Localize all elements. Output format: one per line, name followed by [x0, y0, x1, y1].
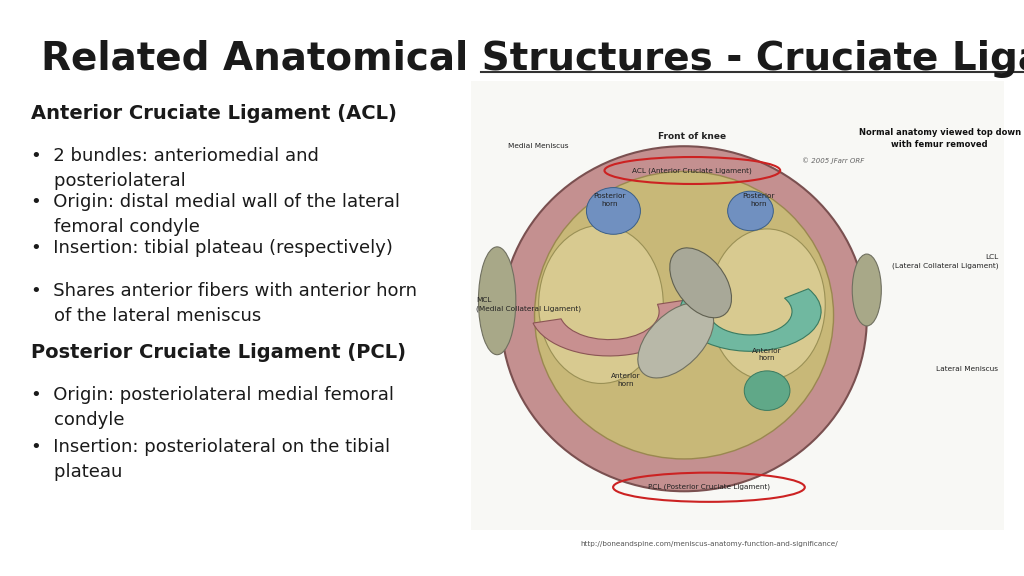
Ellipse shape [852, 254, 882, 326]
Text: Normal anatomy viewed top down
with femur removed: Normal anatomy viewed top down with femu… [858, 128, 1021, 149]
Text: •  Insertion: tibial plateau (respectively): • Insertion: tibial plateau (respectivel… [31, 239, 392, 257]
Text: Posterior Cruciate Ligament (PCL): Posterior Cruciate Ligament (PCL) [31, 343, 406, 362]
Text: http://boneandspine.com/meniscus-anatomy-function-and-significance/: http://boneandspine.com/meniscus-anatomy… [580, 541, 838, 547]
Text: LCL
(Lateral Collateral Ligament): LCL (Lateral Collateral Ligament) [892, 254, 998, 268]
Text: Related Anatomical Structures - Cruciate Ligaments: Related Anatomical Structures - Cruciate… [41, 40, 1024, 78]
Text: Medial Meniscus: Medial Meniscus [508, 143, 569, 149]
Text: MCL
(Medial Collateral Ligament): MCL (Medial Collateral Ligament) [476, 297, 582, 312]
Ellipse shape [502, 146, 866, 491]
Ellipse shape [587, 188, 640, 234]
Text: Front of knee: Front of knee [658, 132, 726, 141]
Ellipse shape [478, 247, 516, 355]
Ellipse shape [638, 303, 714, 378]
Text: •  Origin: posteriolateral medial femoral
    condyle: • Origin: posteriolateral medial femoral… [31, 386, 393, 429]
Text: Anterior
horn: Anterior horn [753, 348, 782, 362]
Text: © 2005 JFarr ORF: © 2005 JFarr ORF [803, 157, 864, 164]
Wedge shape [680, 283, 821, 351]
Text: Lateral Meniscus: Lateral Meniscus [936, 366, 998, 372]
Ellipse shape [709, 229, 825, 380]
Ellipse shape [539, 225, 664, 384]
Text: ACL (Anterior Cruciate Ligament): ACL (Anterior Cruciate Ligament) [633, 167, 753, 174]
Text: •  Origin: distal medial wall of the lateral
    femoral condyle: • Origin: distal medial wall of the late… [31, 193, 399, 236]
Ellipse shape [744, 371, 790, 411]
Ellipse shape [728, 191, 773, 231]
Wedge shape [534, 300, 688, 356]
Text: •  Insertion: posteriolateral on the tibial
    plateau: • Insertion: posteriolateral on the tibi… [31, 438, 390, 481]
Ellipse shape [670, 248, 731, 318]
Text: Posterior
horn: Posterior horn [742, 194, 775, 207]
Text: Anterior Cruciate Ligament (ACL): Anterior Cruciate Ligament (ACL) [31, 104, 396, 123]
Text: Posterior
horn: Posterior horn [593, 194, 626, 207]
Text: PCL (Posterior Cruciate Ligament): PCL (Posterior Cruciate Ligament) [648, 484, 770, 491]
Ellipse shape [535, 172, 834, 459]
Text: •  2 bundles: anteriomedial and
    posteriolateral: • 2 bundles: anteriomedial and posteriol… [31, 147, 318, 190]
Text: •  Shares anterior fibers with anterior horn
    of the lateral meniscus: • Shares anterior fibers with anterior h… [31, 282, 417, 325]
Text: Anterior
horn: Anterior horn [611, 373, 641, 386]
FancyBboxPatch shape [471, 81, 1004, 530]
